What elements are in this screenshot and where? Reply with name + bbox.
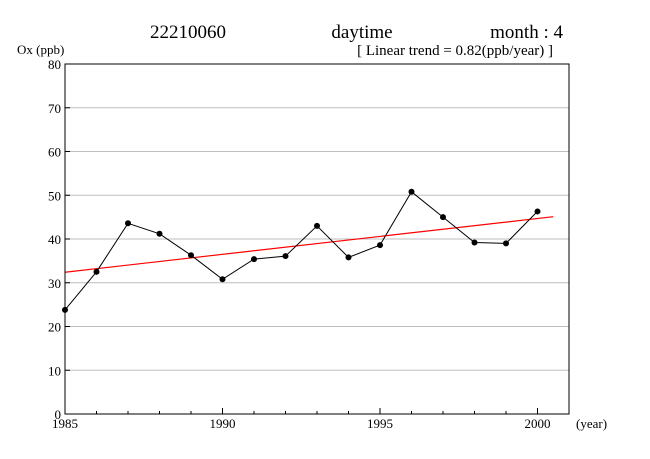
x-tick-label: 1985 [52,416,78,431]
chart-title-station: 22210060 [150,22,226,43]
data-point [251,256,257,263]
x-tick-label: 1990 [210,416,236,431]
series-line [64,191,538,311]
plot-frame [64,63,570,415]
chart-subtitle: [ Linear trend = 0.82(ppb/year) ] [357,43,553,59]
x-tick-label: 2000 [525,416,551,431]
y-tick-label: 20 [48,320,61,335]
y-tick-label: 80 [48,57,61,72]
data-point [125,220,131,227]
tick-layer: 0 10 20 30 40 50 60 70 80 1985 1990 1995 2000 [48,57,570,431]
data-point [534,208,541,215]
chart-title-month: month : 4 [490,22,563,43]
series-layer [62,188,541,313]
y-tick-label: 40 [48,232,61,247]
x-tick-label: 1995 [367,416,393,431]
data-point [377,242,383,249]
grid-lines [65,107,569,371]
data-point [471,239,478,246]
data-point [188,252,194,259]
data-point [156,230,163,237]
trend-layer [64,216,554,273]
data-point [503,240,509,247]
data-point [282,253,289,260]
data-point [440,214,446,221]
data-point [219,276,226,283]
data-point [314,222,320,229]
y-tick-label: 70 [48,101,61,116]
y-tick-label: 0 [55,407,62,422]
y-axis-label: Ox (ppb) [17,42,64,57]
chart-title-period: daytime [331,22,392,43]
x-axis-label: (year) [576,416,607,431]
data-point [408,188,415,195]
data-point [93,268,100,275]
y-tick-label: 60 [48,145,61,160]
y-tick-label: 30 [48,276,61,291]
y-tick-label: 50 [48,188,61,203]
data-point [345,254,352,261]
trend-line [64,216,554,273]
y-tick-label: 10 [48,363,61,378]
